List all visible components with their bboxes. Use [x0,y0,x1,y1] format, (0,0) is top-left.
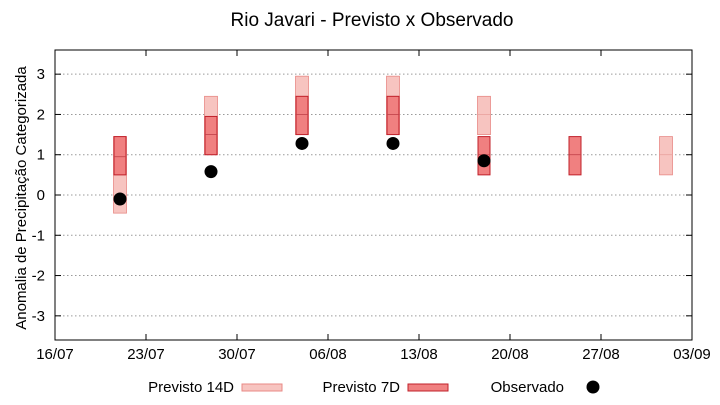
x-tick-label: 23/07 [127,346,165,363]
forecast-box [477,95,491,135]
y-tick-label: 0 [37,187,45,204]
forecast-box [568,136,582,176]
y-tick-label: -3 [32,308,45,325]
legend-swatch [407,383,449,392]
y-tick-label: -1 [32,227,45,244]
legend-marker [586,380,600,394]
observed-point [113,192,127,206]
y-axis-label: Anomalia de Precipitação Categorizada [13,66,30,330]
observed-point [204,165,218,179]
x-tick-label: 30/07 [218,346,256,363]
x-tick-label: 16/07 [36,346,74,363]
x-tick-label: 06/08 [309,346,347,363]
y-tick-label: 3 [37,66,45,83]
chart-title: Rio Javari - Previsto x Observado [231,10,514,31]
forecast-box [113,136,127,176]
forecast-box [295,95,309,136]
y-tick-label: 2 [37,106,45,123]
y-tick-label: -2 [32,268,45,285]
observed-point [295,136,309,150]
legend-label: Previsto 7D [322,379,400,396]
plot-frame [54,49,693,341]
forecast-box [204,115,218,156]
forecast-box [659,136,673,176]
y-tick-label: 1 [37,147,45,164]
plot-area: 3 2 1 0 -1 -2 -3 16/07 23/07 30/07 06/08 13/08 20/08… [32,49,711,363]
x-tick-label: 27/08 [582,346,620,363]
forecast-box [386,95,400,136]
x-tick-label: 03/09 [673,346,711,363]
observed-point [477,154,491,168]
x-tick-label: 20/08 [491,346,529,363]
legend: Previsto 14D Previsto 7D Observado [148,379,600,396]
observed-point [386,136,400,150]
x-tick-label: 13/08 [400,346,438,363]
legend-label: Observado [491,379,564,396]
legend-swatch [241,383,283,392]
legend-label: Previsto 14D [148,379,234,396]
